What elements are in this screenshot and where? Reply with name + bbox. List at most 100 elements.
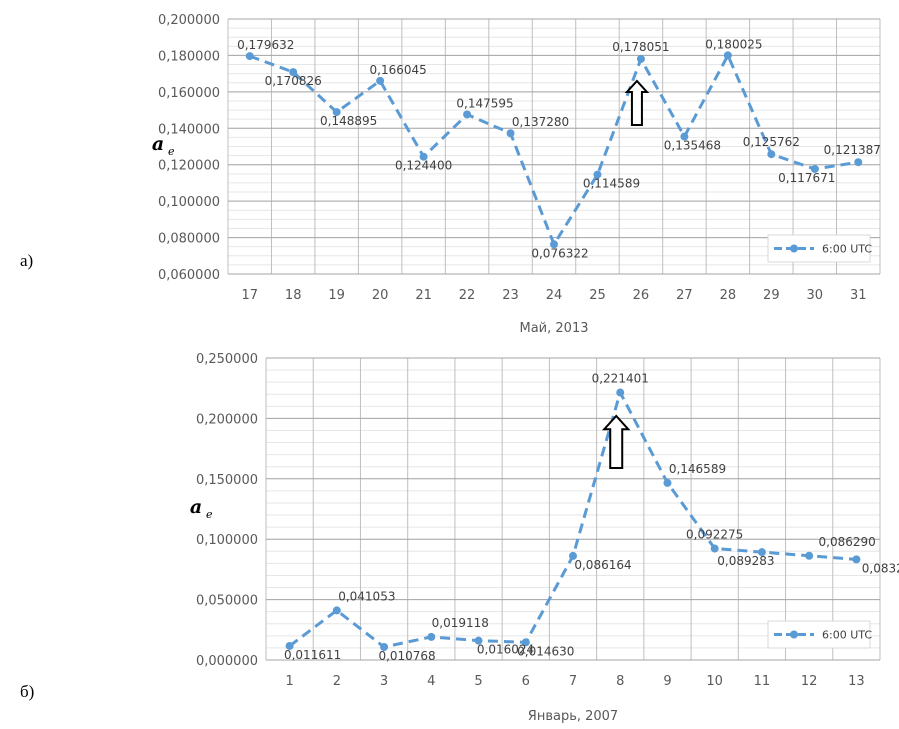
legend-swatch-marker bbox=[790, 630, 798, 639]
data-label: 0,135468 bbox=[664, 139, 721, 153]
x-tick-label: 24 bbox=[546, 288, 563, 303]
y-tick-label: 0,200000 bbox=[158, 13, 220, 28]
data-point bbox=[710, 544, 719, 553]
data-label: 0,146589 bbox=[669, 462, 726, 476]
data-point bbox=[757, 548, 766, 557]
data-point bbox=[380, 642, 389, 651]
y-tick-label: 0,100000 bbox=[196, 533, 258, 548]
series-line bbox=[249, 53, 859, 246]
x-tick-label: 10 bbox=[706, 674, 723, 689]
data-label: 0,179632 bbox=[237, 38, 294, 52]
x-tick-label: 17 bbox=[241, 288, 258, 303]
data-label: 0,011611 bbox=[284, 648, 341, 662]
x-tick-label: 21 bbox=[415, 288, 432, 303]
data-label: 0,121387 bbox=[824, 143, 881, 157]
data-point bbox=[810, 164, 819, 173]
data-point bbox=[427, 632, 436, 641]
data-point bbox=[767, 150, 776, 159]
y-tick-label: 0,050000 bbox=[196, 594, 258, 609]
data-label: 0,076322 bbox=[531, 246, 588, 260]
x-tick-label: 28 bbox=[720, 288, 737, 303]
x-tick-label: 26 bbox=[633, 288, 650, 303]
y-axis-label-subscript: e bbox=[168, 145, 175, 158]
y-tick-label: 0,100000 bbox=[158, 195, 220, 210]
legend-label: 6:00 UTC bbox=[822, 629, 872, 642]
data-label: 0,010768 bbox=[378, 649, 435, 663]
data-point bbox=[805, 551, 814, 560]
legend-swatch-marker bbox=[790, 244, 798, 253]
data-label: 0,221401 bbox=[592, 372, 649, 386]
legend-label: 6:00 UTC bbox=[822, 243, 872, 256]
data-label: 0,083297 bbox=[862, 561, 899, 575]
data-label: 0,178051 bbox=[612, 40, 669, 54]
x-tick-label: 8 bbox=[616, 674, 624, 689]
data-point bbox=[332, 108, 341, 117]
data-label: 0,114589 bbox=[583, 177, 640, 191]
x-tick-label: 29 bbox=[763, 288, 780, 303]
data-point bbox=[663, 478, 672, 487]
data-label: 0,124400 bbox=[395, 159, 452, 173]
y-tick-label: 0,160000 bbox=[158, 86, 220, 101]
data-label: 0,180025 bbox=[705, 37, 762, 51]
data-point bbox=[550, 240, 558, 249]
x-tick-label: 3 bbox=[380, 674, 388, 689]
x-tick-label: 22 bbox=[459, 288, 476, 303]
chart-panel-1: 0,060000 0,080000 0,100000 0,120000 0,140000… bbox=[20, 13, 881, 336]
x-tick-label: 9 bbox=[663, 674, 671, 689]
data-point bbox=[723, 51, 732, 60]
y-tick-label: 0,180000 bbox=[158, 49, 220, 64]
data-point bbox=[474, 636, 483, 645]
data-label: 0,019118 bbox=[432, 616, 489, 630]
up-arrow-icon bbox=[624, 79, 650, 126]
y-tick-label: 0,250000 bbox=[196, 352, 258, 367]
y-tick-label: 0,200000 bbox=[196, 412, 258, 427]
x-tick-label: 13 bbox=[848, 674, 865, 689]
data-point bbox=[854, 158, 863, 167]
data-point bbox=[376, 76, 385, 85]
y-tick-label: 0,150000 bbox=[196, 473, 258, 488]
data-point bbox=[616, 388, 625, 397]
x-tick-label: 25 bbox=[589, 288, 606, 303]
x-tick-label: 18 bbox=[285, 288, 302, 303]
data-label: 0,089283 bbox=[717, 554, 774, 568]
x-axis-label: Январь, 2007 bbox=[528, 709, 618, 724]
data-label: 0,092275 bbox=[686, 528, 743, 542]
data-point bbox=[245, 52, 254, 61]
data-label: 0,041053 bbox=[338, 589, 395, 603]
data-point bbox=[289, 68, 298, 77]
y-axis-label-subscript: e bbox=[206, 508, 213, 521]
data-label: 0,014630 bbox=[517, 644, 574, 658]
x-tick-label: 20 bbox=[372, 288, 389, 303]
x-tick-label: 7 bbox=[569, 674, 577, 689]
data-label: 0,137280 bbox=[512, 115, 569, 129]
data-label: 0,148895 bbox=[320, 114, 377, 128]
y-axis-label: a bbox=[190, 496, 202, 518]
y-axis-label: a bbox=[152, 133, 164, 155]
data-point bbox=[506, 129, 515, 138]
data-point bbox=[419, 152, 428, 161]
x-tick-label: 5 bbox=[474, 674, 482, 689]
y-tick-label: 0,000000 bbox=[196, 654, 258, 669]
panel-label: б) bbox=[20, 682, 34, 701]
data-label: 0,086164 bbox=[574, 558, 631, 572]
data-point bbox=[521, 638, 530, 647]
x-tick-label: 30 bbox=[807, 288, 824, 303]
data-label: 0,086290 bbox=[819, 535, 876, 549]
x-tick-label: 1 bbox=[285, 674, 293, 689]
data-label: 0,117671 bbox=[778, 171, 835, 185]
data-label: 0,147595 bbox=[456, 96, 513, 110]
data-point bbox=[332, 606, 341, 615]
y-tick-label: 0,080000 bbox=[158, 232, 220, 247]
data-point bbox=[593, 170, 602, 179]
data-label: 0,125762 bbox=[743, 135, 800, 149]
legend-box bbox=[767, 234, 871, 263]
data-label: 0,170826 bbox=[265, 74, 322, 88]
x-tick-label: 27 bbox=[676, 288, 693, 303]
up-arrow-icon bbox=[601, 414, 631, 469]
data-label: 0,166045 bbox=[370, 63, 427, 77]
data-point bbox=[285, 641, 294, 650]
panel-label: а) bbox=[20, 251, 33, 270]
data-point bbox=[852, 555, 861, 564]
data-point bbox=[636, 54, 645, 63]
